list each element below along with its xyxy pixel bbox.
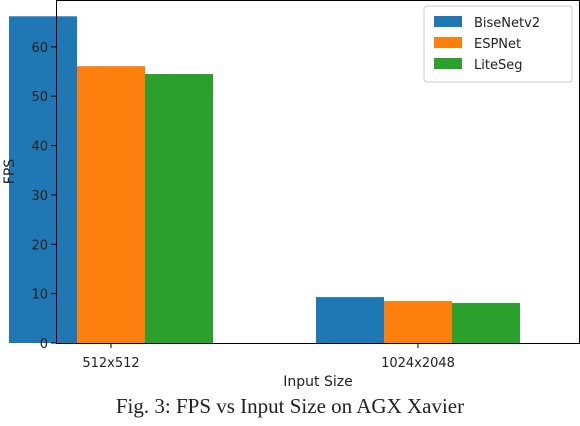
y-tick-label: 20 <box>31 238 48 253</box>
legend: BiseNetv2 ESPNet LiteSeg <box>423 5 573 83</box>
y-tick-label: 50 <box>31 90 48 105</box>
x-tick-label: 1024x2048 <box>381 356 455 371</box>
legend-label: ESPNet <box>474 37 521 52</box>
bar-espnet-1024x2048 <box>384 301 452 343</box>
legend-swatch-liteseg <box>434 58 462 69</box>
y-tick-label: 0 <box>40 337 48 352</box>
bar-liteseg-1024x2048 <box>452 303 520 343</box>
bar-bisenetv2-512x512 <box>9 16 77 344</box>
legend-label: BiseNetv2 <box>474 16 540 31</box>
y-tick-label: 40 <box>31 140 48 155</box>
bars-layer <box>9 16 520 344</box>
y-axis-label: FPS <box>2 159 18 184</box>
x-axis-label: Input Size <box>283 374 352 390</box>
y-tick-label: 30 <box>31 189 48 204</box>
x-axis-ticks: 512x512 1024x2048 <box>82 343 455 371</box>
x-tick-label: 512x512 <box>82 356 139 371</box>
bar-espnet-512x512 <box>77 66 145 343</box>
bar-liteseg-512x512 <box>145 74 213 343</box>
legend-swatch-espnet <box>434 37 462 48</box>
y-tick-label: 10 <box>31 288 48 303</box>
y-tick-label: 60 <box>31 41 48 56</box>
y-axis-ticks: 0 10 20 30 40 50 60 <box>31 41 56 352</box>
legend-label: LiteSeg <box>474 58 522 73</box>
figure-caption: Fig. 3: FPS vs Input Size on AGX Xavier <box>115 394 465 418</box>
bar-bisenetv2-1024x2048 <box>316 297 384 343</box>
legend-swatch-bisenetv2 <box>434 16 462 27</box>
bar-chart: 0 10 20 30 40 50 60 512x512 1024x2048 Input Siz… <box>2 0 580 390</box>
